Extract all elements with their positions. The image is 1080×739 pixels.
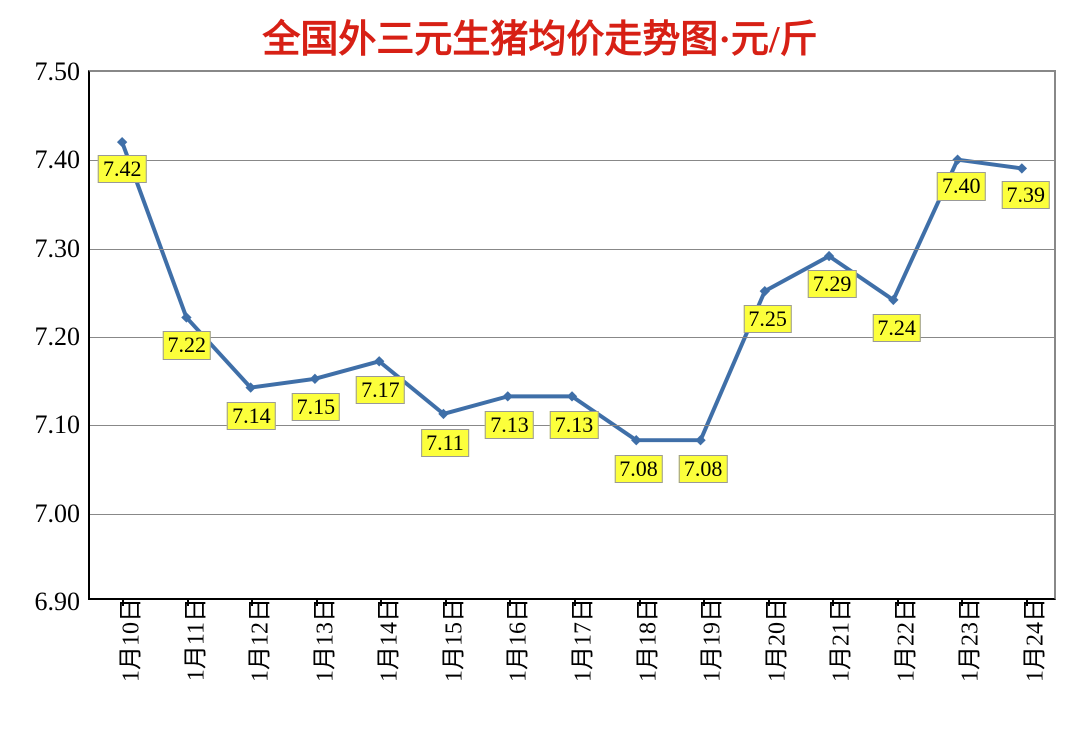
x-axis-tick-label: 1月23日 (938, 598, 985, 682)
data-label: 7.17 (356, 376, 405, 404)
y-axis-tick-label: 7.30 (35, 234, 91, 264)
y-axis-tick-label: 7.50 (35, 57, 91, 87)
data-label: 7.40 (937, 172, 986, 200)
x-axis-tick-label: 1月12日 (228, 598, 275, 682)
x-axis-tick-label: 1月18日 (615, 598, 662, 682)
y-axis-tick-label: 7.10 (35, 410, 91, 440)
data-label: 7.08 (679, 455, 728, 483)
chart-title: 全国外三元生猪均价走势图·元/斤 (0, 8, 1080, 63)
plot-area: 6.907.007.107.207.307.407.501月10日1月11日1月… (88, 70, 1056, 600)
data-label: 7.15 (292, 393, 341, 421)
gridline-horizontal (90, 249, 1054, 250)
data-label: 7.14 (227, 402, 276, 430)
y-axis-tick-label: 7.40 (35, 145, 91, 175)
data-label: 7.13 (550, 411, 599, 439)
gridline-horizontal (90, 514, 1054, 515)
series-marker (503, 392, 512, 401)
data-label: 7.42 (98, 155, 147, 183)
y-axis-tick-label: 7.00 (35, 499, 91, 529)
data-label: 7.24 (872, 314, 921, 342)
y-axis-tick-label: 7.20 (35, 322, 91, 352)
x-axis-tick-label: 1月10日 (99, 598, 146, 682)
x-axis-tick-label: 1月11日 (163, 598, 210, 681)
x-axis-tick-label: 1月20日 (744, 598, 791, 682)
series-marker (310, 374, 319, 383)
data-label: 7.39 (1001, 181, 1050, 209)
chart-container: 全国外三元生猪均价走势图·元/斤 6.907.007.107.207.307.4… (0, 0, 1080, 739)
x-axis-tick-label: 1月19日 (680, 598, 727, 682)
x-axis-tick-label: 1月16日 (486, 598, 533, 682)
x-axis-tick-label: 1月13日 (292, 598, 339, 682)
x-axis-tick-label: 1月15日 (421, 598, 468, 682)
gridline-horizontal (90, 160, 1054, 161)
y-axis-tick-label: 6.90 (35, 587, 91, 617)
data-label: 7.25 (743, 305, 792, 333)
data-label: 7.22 (163, 331, 212, 359)
series-marker (1017, 164, 1026, 173)
x-axis-tick-label: 1月24日 (1002, 598, 1049, 682)
x-axis-tick-label: 1月17日 (551, 598, 598, 682)
data-label: 7.29 (808, 270, 857, 298)
data-label: 7.11 (421, 429, 469, 457)
x-axis-tick-label: 1月22日 (873, 598, 920, 682)
x-axis-tick-label: 1月21日 (809, 598, 856, 682)
data-label: 7.13 (485, 411, 534, 439)
x-axis-tick-label: 1月14日 (357, 598, 404, 682)
data-label: 7.08 (614, 455, 663, 483)
